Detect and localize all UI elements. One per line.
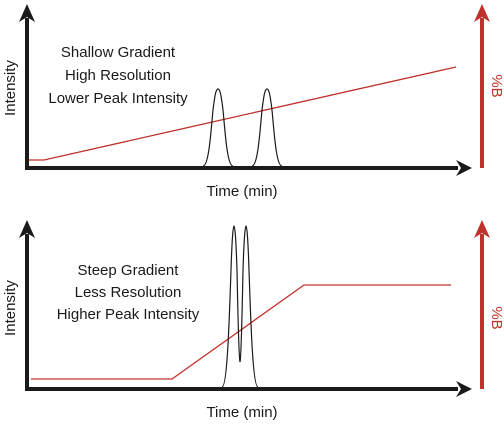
- bottom-percent-b-label: %B: [488, 306, 504, 329]
- bottom-title-line-1: Steep Gradient: [78, 262, 180, 279]
- top-peak-2: [251, 88, 283, 167]
- bottom-x-axis: [25, 381, 472, 397]
- bottom-panel: Steep Gradient Less Resolution Higher Pe…: [2, 220, 504, 421]
- top-panel: Shallow Gradient High Resolution Lower P…: [2, 4, 504, 200]
- top-x-axis: [25, 160, 472, 176]
- top-x-axis-label: Time (min): [206, 183, 277, 200]
- top-y-axis: [19, 4, 35, 170]
- bottom-peak-2: [239, 225, 259, 388]
- top-peak-1: [202, 88, 234, 167]
- bottom-title-line-3: Higher Peak Intensity: [57, 306, 200, 323]
- top-gradient-line: [29, 66, 457, 161]
- top-percent-b-label: %B: [488, 74, 504, 97]
- top-title-line-2: High Resolution: [65, 67, 171, 84]
- top-title-line-3: Lower Peak Intensity: [48, 90, 188, 107]
- bottom-percent-b-axis: [474, 220, 490, 389]
- bottom-y-axis: [19, 220, 35, 391]
- bottom-peak-1: [221, 225, 241, 388]
- top-percent-b-axis: [474, 4, 490, 168]
- top-y-axis-label: Intensity: [2, 60, 19, 116]
- bottom-x-axis-label: Time (min): [206, 404, 277, 421]
- bottom-title-line-2: Less Resolution: [75, 284, 182, 301]
- top-title-line-1: Shallow Gradient: [61, 44, 176, 61]
- bottom-y-axis-label: Intensity: [2, 280, 19, 336]
